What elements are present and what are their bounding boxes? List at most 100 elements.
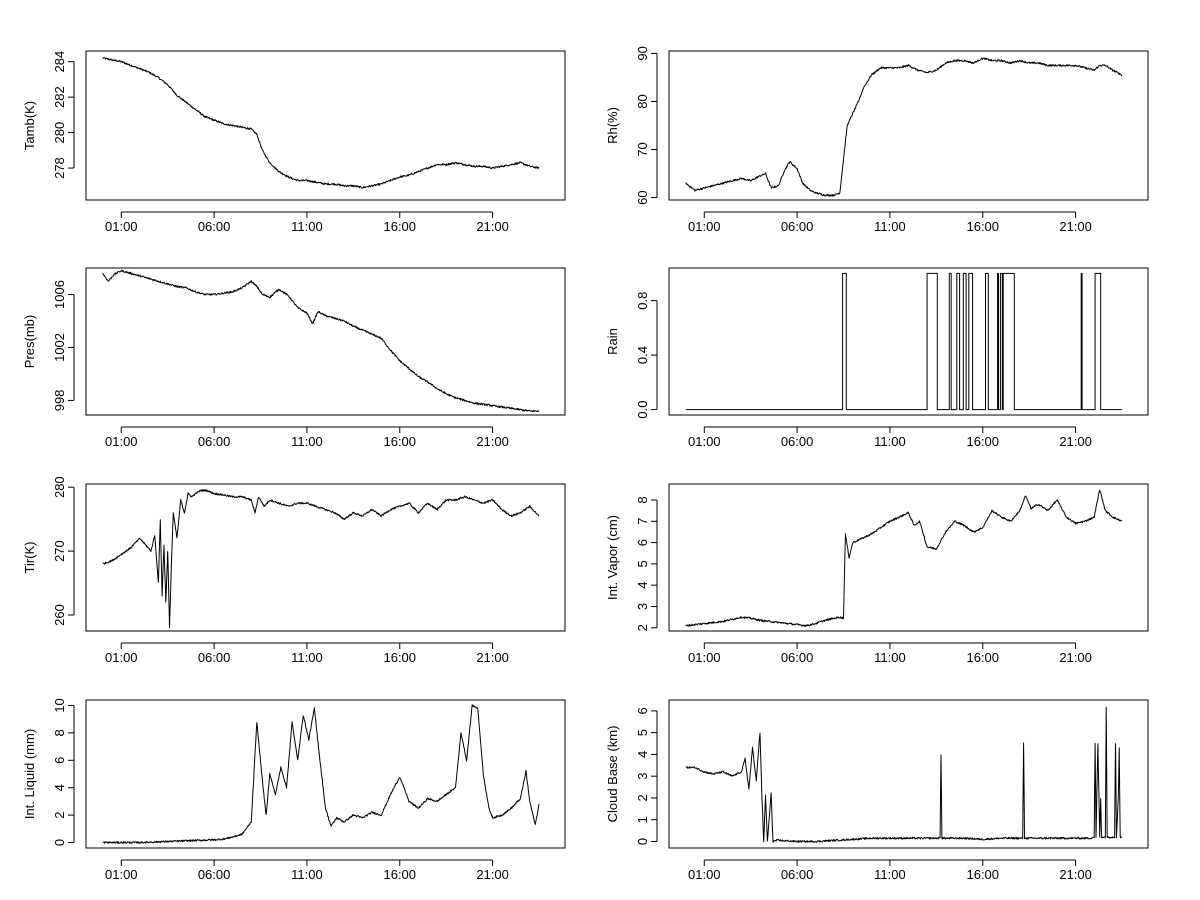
y-tick-label: 0.8	[635, 292, 650, 310]
x-tick-label: 21:00	[476, 650, 509, 665]
x-tick-label: 16:00	[383, 867, 416, 882]
y-tick-label: 1006	[52, 280, 67, 309]
chart-panel-cloud-base-km: 01:00 06:00 11:00 16:00 21:00 0 1 2 3 4 5 6 Cloud Ba…	[605, 699, 1149, 882]
y-tick-label: 3	[635, 603, 650, 610]
x-tick-label: 06:00	[198, 650, 231, 665]
y-tick-label: 7	[635, 518, 650, 525]
x-tick-label: 11:00	[291, 867, 323, 882]
y-tick-label: 2	[635, 794, 650, 801]
y-axis-label: Int. Liquid (mm)	[22, 729, 37, 819]
x-tick-label: 06:00	[198, 434, 231, 449]
y-tick-label: 70	[635, 142, 650, 156]
x-tick-label: 16:00	[383, 650, 416, 665]
y-tick-label: 0.0	[635, 401, 650, 419]
y-tick-label: 0	[52, 839, 67, 846]
x-tick-label: 16:00	[966, 650, 999, 665]
x-tick-label: 06:00	[781, 434, 814, 449]
panels-group: 01:00 06:00 11:00 16:00 21:00278280282284Tam…	[22, 46, 1149, 882]
x-tick-label: 11:00	[874, 219, 906, 234]
x-tick-label: 21:00	[1059, 219, 1092, 234]
y-tick-label: 6	[635, 539, 650, 546]
x-tick-label: 16:00	[383, 219, 416, 234]
plot-frame	[85, 699, 566, 849]
x-tick-label: 11:00	[874, 434, 906, 449]
chart-panel-tamb-k: 01:00 06:00 11:00 16:00 21:00 278 280 282 284 Tam…	[22, 50, 566, 234]
y-tick-label: 0	[635, 838, 650, 845]
plot-frame	[668, 483, 1149, 632]
chart-panel-tir-k: 01:00 06:00 11:00 16:00 21:00 260 270 280 Tir(K)	[22, 476, 566, 665]
x-tick-label: 01:00	[105, 219, 138, 234]
x-tick-label: 11:00	[874, 650, 906, 665]
y-axis-label: Tir(K)	[22, 541, 37, 573]
y-tick-label: 4	[635, 751, 650, 758]
y-tick-label: 8	[635, 496, 650, 503]
y-axis-label: Int. Vapor (cm)	[605, 515, 620, 600]
y-tick-label: 1	[635, 816, 650, 823]
y-axis-label: Rain	[605, 328, 620, 355]
y-axis-label: Tamb(K)	[22, 101, 37, 150]
x-tick-label: 16:00	[966, 434, 999, 449]
plot-frame	[85, 267, 566, 416]
y-tick-label: 6	[635, 707, 650, 714]
x-tick-label: 21:00	[476, 867, 509, 882]
y-tick-label: 6	[52, 757, 67, 764]
series-line-int-vapor-cm	[685, 489, 1123, 627]
series-line-rain	[685, 272, 1122, 411]
series-line-pres-mb	[102, 269, 540, 413]
plot-frame	[668, 267, 1149, 416]
x-tick-label: 06:00	[781, 867, 814, 882]
chart-panel-rh: 01:00 06:00 11:00 16:00 21:00 60 70 80 90 Rh(%)	[605, 46, 1149, 234]
x-tick-label: 11:00	[291, 650, 323, 665]
y-tick-label: 280	[52, 476, 67, 498]
y-tick-label: 4	[635, 582, 650, 589]
x-tick-label: 11:00	[874, 867, 906, 882]
y-axis-label: Cloud Base (km)	[605, 726, 620, 823]
y-tick-label: 282	[52, 86, 67, 108]
plot-frame	[668, 699, 1149, 849]
plot-frame	[85, 50, 566, 201]
y-tick-label: 5	[635, 729, 650, 736]
x-tick-label: 21:00	[476, 219, 509, 234]
y-tick-label: 270	[52, 540, 67, 562]
x-tick-label: 06:00	[198, 867, 231, 882]
x-tick-label: 01:00	[688, 867, 721, 882]
chart-panel-pres-mb: 01:00 06:00 11:00 16:00 21:00 998 1002 1006 Pres…	[22, 267, 566, 449]
series-line-cloud-base-km	[685, 706, 1123, 843]
x-tick-label: 06:00	[781, 219, 814, 234]
series-line-rh	[685, 57, 1123, 197]
y-tick-label: 2	[52, 811, 67, 818]
x-tick-label: 21:00	[476, 434, 509, 449]
y-tick-label: 2	[635, 624, 650, 631]
x-tick-label: 21:00	[1059, 434, 1092, 449]
plot-frame	[668, 50, 1149, 201]
y-axis-label: Rh(%)	[605, 107, 620, 144]
chart-panel-rain: 01:00 06:00 11:00 16:00 21:00 0.0 0.4 0.8 Rain	[605, 267, 1149, 449]
x-tick-label: 11:00	[291, 219, 323, 234]
y-tick-label: 280	[52, 122, 67, 144]
x-tick-label: 01:00	[688, 219, 721, 234]
y-tick-label: 90	[635, 46, 650, 60]
x-tick-label: 01:00	[688, 650, 721, 665]
y-tick-label: 260	[52, 604, 67, 626]
x-tick-label: 01:00	[688, 434, 721, 449]
x-tick-label: 16:00	[966, 219, 999, 234]
y-tick-label: 1002	[52, 333, 67, 362]
x-tick-label: 11:00	[291, 434, 323, 449]
y-tick-label: 60	[635, 190, 650, 204]
y-tick-label: 10	[52, 698, 67, 712]
x-tick-label: 01:00	[105, 650, 138, 665]
x-tick-label: 01:00	[105, 867, 138, 882]
y-tick-label: 998	[52, 390, 67, 412]
y-tick-label: 278	[52, 157, 67, 179]
x-tick-label: 06:00	[781, 650, 814, 665]
y-axis-label: Pres(mb)	[22, 315, 37, 368]
x-tick-label: 16:00	[383, 434, 416, 449]
y-tick-label: 5	[635, 560, 650, 567]
y-tick-label: 80	[635, 94, 650, 108]
y-tick-label: 8	[52, 729, 67, 736]
y-tick-label: 0.4	[635, 346, 650, 364]
y-tick-label: 284	[52, 51, 67, 73]
series-line-tamb-k	[102, 57, 540, 189]
